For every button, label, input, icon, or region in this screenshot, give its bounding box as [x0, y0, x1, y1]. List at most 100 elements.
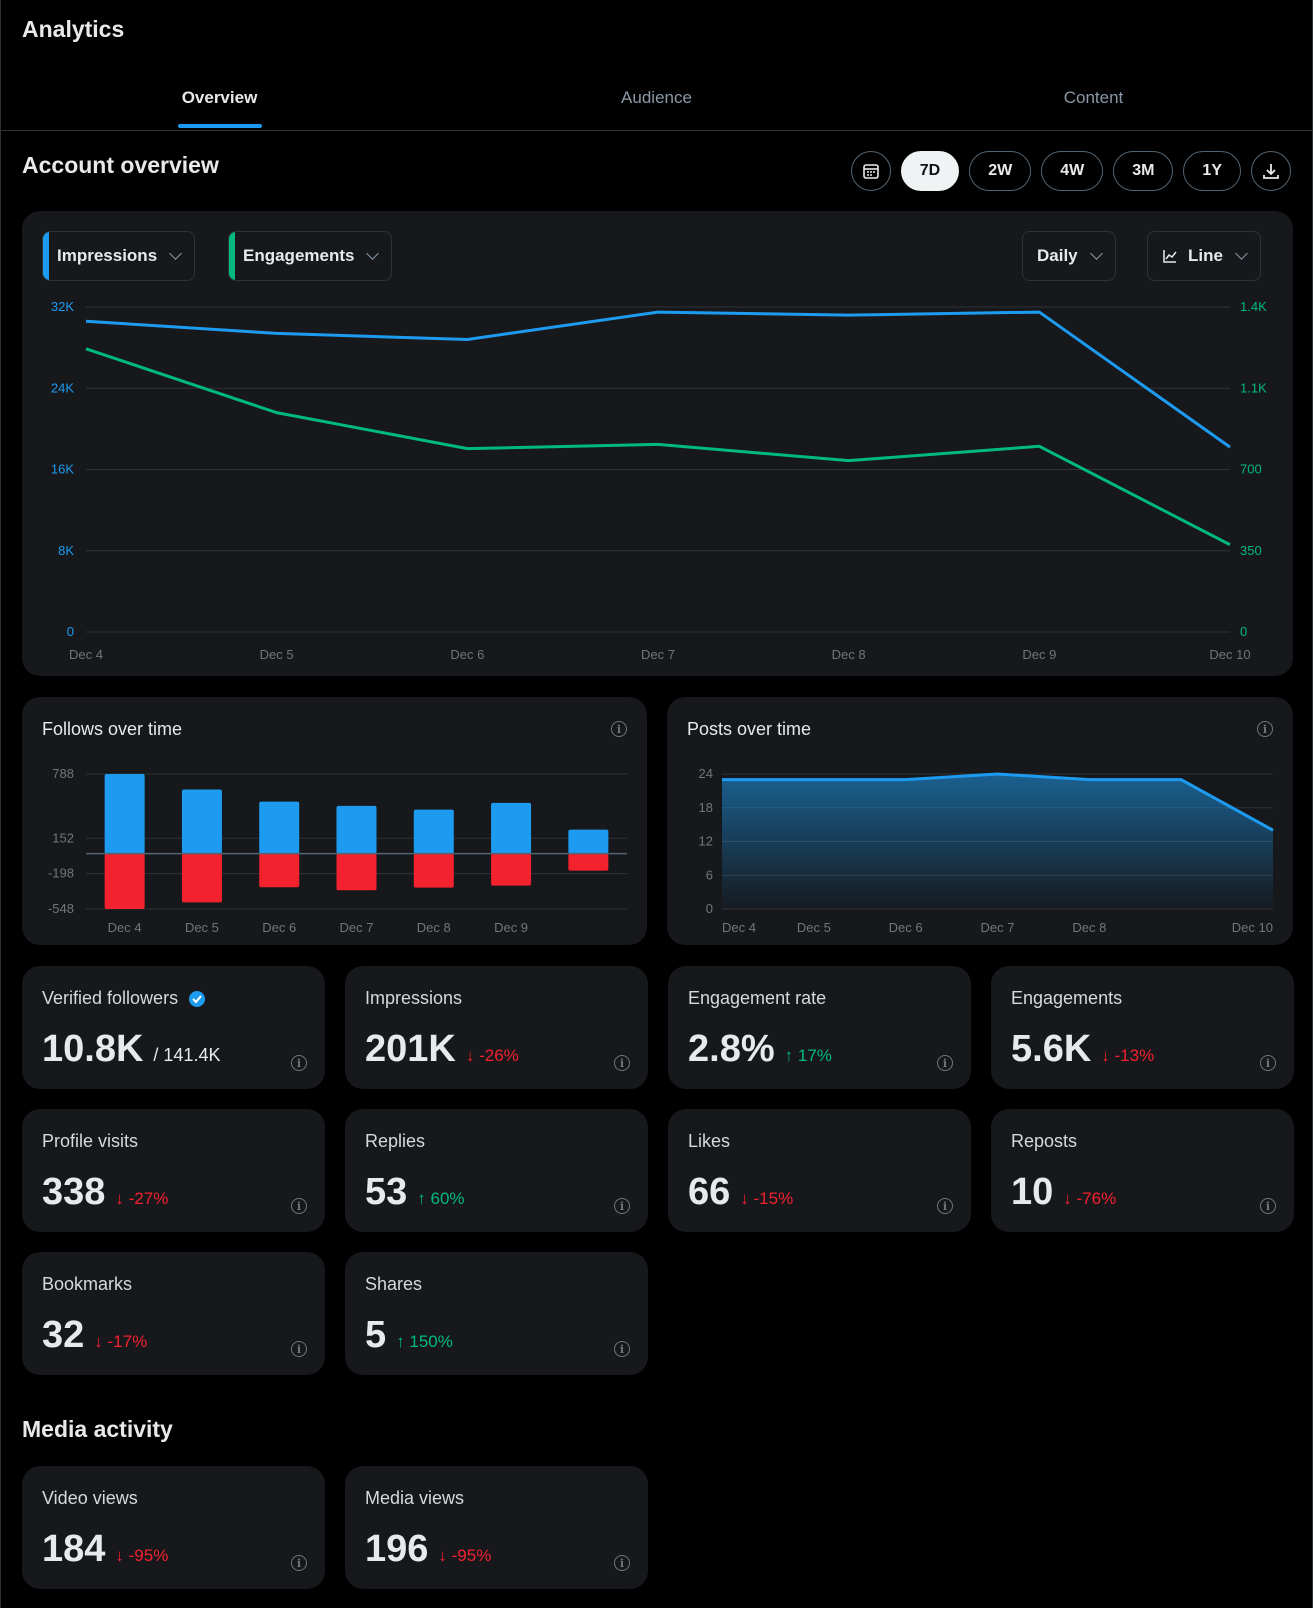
metric-label: Video views [42, 1488, 138, 1508]
change-value: -17% [107, 1332, 148, 1351]
metric-change: ↓ -76% [1063, 1189, 1116, 1209]
y-tick-label: 12 [699, 834, 713, 849]
y-tick-label: -548 [48, 901, 74, 916]
impressions-line [85, 310, 1231, 449]
chevron-down-icon [366, 247, 380, 260]
range-1y[interactable]: 1Y [1183, 151, 1241, 191]
right-tick-label: 1.1K [1240, 380, 1267, 395]
x-tick-label: Dec 9 [1022, 647, 1056, 662]
info-icon[interactable]: i [291, 1555, 307, 1571]
metric-label: Likes [688, 1131, 731, 1151]
arrow-down-icon: ↓ [115, 1546, 124, 1565]
x-tick-label: Dec 8 [1072, 920, 1106, 935]
metric-value: 5 [365, 1314, 387, 1356]
right-tick-label: 0 [1240, 624, 1247, 639]
metric1-label: Impressions [57, 246, 158, 265]
chart-type-dropdown[interactable]: Line [1147, 231, 1261, 281]
left-tick-label: 32K [51, 299, 74, 314]
follows-card: 788 152 -198 -548 Dec 4 Dec 5 Dec 6 Dec 7 Dec 8 D… [22, 697, 647, 945]
info-icon[interactable]: i [1257, 721, 1273, 737]
unfollows-bar [181, 853, 222, 903]
info-icon[interactable]: i [1260, 1055, 1276, 1071]
metric-total: / 141.4K [153, 1045, 221, 1065]
calendar-icon [862, 164, 879, 179]
posts-card: 0 6 12 18 24 Dec 4 Dec 5 Dec 6 Dec 7 Dec 8 Dec 10 … [667, 697, 1293, 945]
info-icon[interactable]: i [614, 1555, 630, 1571]
metric-change: ↑ 60% [417, 1189, 464, 1209]
metric1-dropdown[interactable]: Impressions [42, 231, 196, 281]
download-icon [1263, 164, 1279, 179]
change-value: -27% [128, 1189, 169, 1208]
metric-label: Impressions [365, 988, 463, 1008]
info-icon[interactable]: i [291, 1055, 307, 1071]
change-value: 60% [430, 1189, 465, 1208]
left-tick-label: 8K [58, 543, 74, 558]
right-tick-label: 700 [1240, 462, 1262, 477]
follows-bar [491, 802, 532, 854]
metric-label: Reposts [1011, 1131, 1078, 1151]
follows-bar [104, 774, 145, 854]
x-tick-label: Dec 6 [450, 647, 484, 662]
x-tick-label: Dec 9 [494, 920, 528, 935]
metric-card: Shares 5 ↑ 150% i [345, 1252, 648, 1375]
follows-bar [336, 805, 377, 854]
x-tick-label: Dec 4 [69, 647, 103, 662]
granularity-dropdown[interactable]: Daily [1022, 231, 1116, 281]
unfollows-bar [104, 853, 145, 909]
y-tick-label: 152 [52, 830, 74, 845]
posts-chart: 0 6 12 18 24 Dec 4 Dec 5 Dec 6 Dec 7 Dec 8 Dec 10 [699, 766, 1274, 935]
download-button[interactable] [1251, 151, 1291, 191]
info-icon[interactable]: i [1260, 1198, 1276, 1214]
info-icon[interactable]: i [611, 721, 627, 737]
y-tick-label: 0 [706, 901, 713, 916]
range-2w[interactable]: 2W [969, 151, 1032, 191]
info-icon[interactable]: i [614, 1198, 630, 1214]
y-tick-label: -198 [48, 866, 74, 881]
metric-value: 10 [1011, 1171, 1054, 1213]
range-7d[interactable]: 7D [900, 151, 960, 191]
tab-audience[interactable]: Audience [621, 88, 692, 107]
arrow-down-icon: ↓ [465, 1046, 475, 1065]
range-3m[interactable]: 3M [1113, 151, 1174, 191]
arrow-down-icon: ↓ [94, 1332, 103, 1351]
metric-value: 2.8% [688, 1028, 775, 1070]
change-value: 17% [797, 1046, 832, 1065]
x-tick-label: Dec 5 [260, 647, 294, 662]
metric-change: ↑ 150% [396, 1332, 453, 1352]
tab-content[interactable]: Content [1063, 88, 1124, 107]
info-icon[interactable]: i [291, 1198, 307, 1214]
metric2-dropdown[interactable]: Engagements [228, 231, 393, 281]
posts-title: Posts over time [687, 719, 812, 739]
y-tick-label: 24 [699, 766, 713, 781]
info-icon[interactable]: i [614, 1341, 630, 1357]
calendar-button[interactable] [850, 151, 891, 191]
metric-card: Likes 66 ↓ -15% i [668, 1109, 971, 1232]
change-value: -76% [1076, 1189, 1117, 1208]
media-metric-card: Video views 184 ↓ -95% i [22, 1466, 325, 1589]
change-value: -26% [479, 1046, 519, 1065]
change-value: -95% [451, 1546, 492, 1565]
x-tick-label: Dec 4 [722, 920, 756, 935]
verified-badge-icon [189, 990, 206, 1007]
range-selector: 7D 2W 4W 3M 1Y [850, 151, 1291, 191]
main-chart-card: 0 0 8K 350 16K 700 24K 1.1K 32K 1.4K Dec 4 Dec 5 Dec… [22, 211, 1293, 676]
tab-overview[interactable]: Overview [1, 70, 438, 130]
metric-label: Engagements [1011, 988, 1123, 1008]
arrow-up-icon: ↑ [396, 1332, 405, 1351]
info-icon[interactable]: i [291, 1341, 307, 1357]
arrow-down-icon: ↓ [1063, 1189, 1072, 1208]
x-tick-label: Dec 5 [185, 920, 219, 935]
metric-label: Bookmarks [42, 1274, 133, 1294]
media-title: Media activity [22, 1416, 173, 1442]
arrow-up-icon: ↑ [417, 1189, 426, 1208]
info-icon[interactable]: i [614, 1055, 630, 1071]
metric-value: 201K [365, 1028, 456, 1070]
line-chart-icon [1163, 250, 1177, 263]
range-4w[interactable]: 4W [1041, 151, 1104, 191]
info-icon[interactable]: i [937, 1055, 953, 1071]
info-icon[interactable]: i [937, 1198, 953, 1214]
metric-card: Replies 53 ↑ 60% i [345, 1109, 648, 1232]
follows-bar [181, 789, 222, 854]
metric-change: ↓ -17% [94, 1332, 147, 1352]
metric-value: 338 [42, 1171, 106, 1213]
